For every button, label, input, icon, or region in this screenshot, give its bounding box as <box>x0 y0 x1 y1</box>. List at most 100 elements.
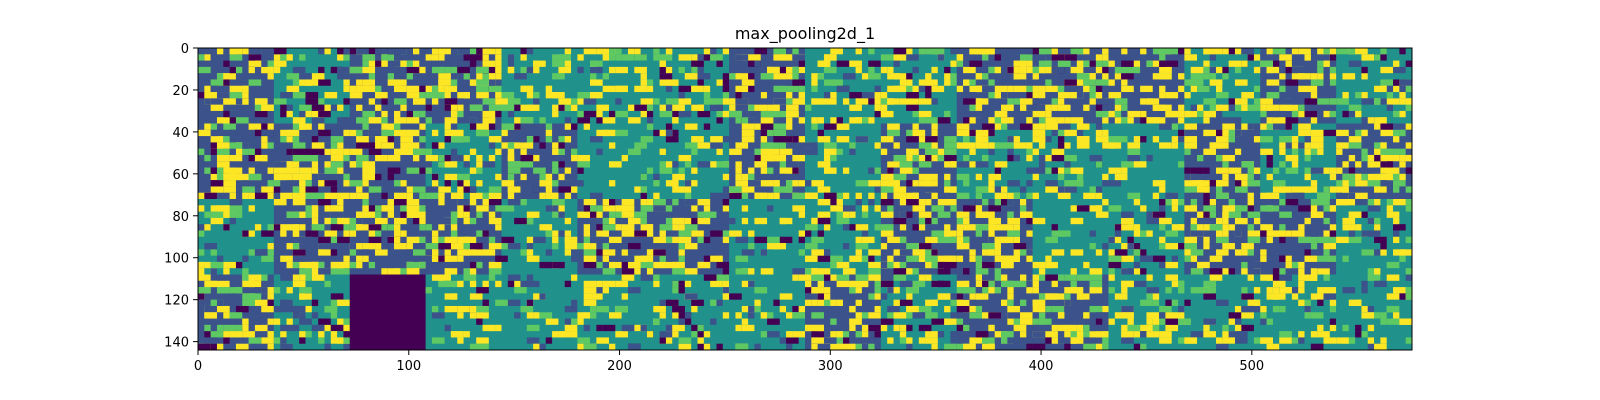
activation-pixel <box>868 66 875 74</box>
activation-pixel <box>235 305 249 313</box>
activation-pixel <box>1304 217 1311 225</box>
activation-pixel <box>861 343 875 350</box>
activation-pixel <box>1007 148 1014 155</box>
activation-pixel <box>299 312 306 319</box>
activation-pixel <box>634 255 647 262</box>
activation-pixel <box>375 154 388 162</box>
activation-pixel <box>1241 287 1248 294</box>
activation-pixel <box>672 110 685 118</box>
activation-pixel <box>1266 255 1280 262</box>
activation-pixel <box>950 312 957 319</box>
activation-pixel <box>773 85 787 93</box>
activation-pixel <box>431 73 439 80</box>
activation-pixel <box>925 261 932 269</box>
activation-pixel <box>1197 104 1204 111</box>
activation-pixel <box>507 299 521 306</box>
activation-pixel <box>1393 129 1400 137</box>
activation-pixel <box>969 123 983 130</box>
activation-pixel <box>672 324 685 332</box>
activation-pixel <box>1361 54 1375 61</box>
activation-pixel <box>267 331 274 338</box>
activation-pixel <box>1298 205 1311 212</box>
activation-pixel <box>982 337 995 344</box>
activation-pixel <box>1323 243 1337 250</box>
activation-pixel <box>1228 199 1235 206</box>
activation-pixel <box>950 217 957 225</box>
activation-pixel <box>419 261 426 269</box>
activation-pixel <box>1057 324 1071 332</box>
activation-pixel <box>697 199 711 206</box>
activation-pixel <box>419 205 426 212</box>
activation-pixel <box>634 211 647 218</box>
activation-pixel <box>931 129 938 137</box>
activation-pixel <box>1298 142 1311 149</box>
activation-pixel <box>779 148 793 155</box>
activation-pixel <box>596 205 603 212</box>
activation-pixel <box>526 299 534 306</box>
feature-map-tile <box>729 48 812 124</box>
activation-pixel <box>760 154 768 162</box>
activation-pixel <box>1215 299 1229 306</box>
activation-pixel <box>1001 331 1014 338</box>
activation-pixel <box>729 154 742 162</box>
activation-pixel <box>1032 274 1046 281</box>
activation-pixel <box>748 85 755 93</box>
activation-pixel <box>210 85 224 93</box>
activation-pixel <box>204 312 211 319</box>
activation-pixel <box>988 230 995 237</box>
activation-pixel <box>280 255 293 262</box>
activation-pixel <box>931 299 938 306</box>
activation-pixel <box>242 293 255 300</box>
activation-pixel <box>988 66 995 74</box>
activation-pixel <box>457 255 464 262</box>
activation-pixel <box>1032 129 1046 137</box>
activation-pixel <box>1317 110 1324 118</box>
activation-pixel <box>1241 243 1254 250</box>
activation-pixel <box>792 79 805 86</box>
activation-pixel <box>1393 180 1406 187</box>
activation-pixel <box>1393 186 1400 193</box>
activation-pixel <box>944 230 951 237</box>
activation-pixel <box>1121 255 1134 262</box>
activation-pixel <box>640 205 654 212</box>
activation-pixel <box>1298 85 1305 93</box>
activation-pixel <box>1203 287 1216 294</box>
activation-pixel <box>495 92 502 99</box>
activation-pixel <box>1234 66 1242 74</box>
activation-pixel <box>1013 318 1020 325</box>
activation-pixel <box>792 274 799 281</box>
activation-pixel <box>1323 293 1337 300</box>
activation-pixel <box>887 287 894 294</box>
activation-pixel <box>1285 154 1299 162</box>
activation-pixel <box>1165 60 1179 67</box>
activation-pixel <box>280 136 287 143</box>
activation-pixel <box>1007 199 1014 206</box>
activation-pixel <box>748 305 755 313</box>
activation-pixel <box>280 324 293 332</box>
activation-pixel <box>1108 255 1122 262</box>
activation-pixel <box>880 318 894 325</box>
activation-pixel <box>1019 79 1027 86</box>
activation-pixel <box>653 318 660 325</box>
activation-pixel <box>444 249 451 256</box>
activation-pixel <box>975 110 989 118</box>
activation-pixel <box>602 48 609 55</box>
activation-pixel <box>1222 211 1229 218</box>
activation-pixel <box>387 173 395 181</box>
activation-pixel <box>1102 117 1109 124</box>
activation-pixel <box>324 324 331 332</box>
activation-pixel <box>273 305 287 313</box>
activation-pixel <box>280 224 287 231</box>
activation-pixel <box>899 211 907 218</box>
activation-pixel <box>254 324 268 332</box>
activation-pixel <box>564 280 572 288</box>
activation-pixel <box>476 343 489 350</box>
activation-pixel <box>963 268 970 275</box>
activation-pixel <box>944 261 957 269</box>
activation-pixel <box>552 199 565 206</box>
activation-pixel <box>640 217 647 225</box>
activation-pixel <box>495 205 502 212</box>
activation-pixel <box>318 129 331 137</box>
activation-pixel <box>1140 110 1147 118</box>
activation-pixel <box>975 205 983 212</box>
